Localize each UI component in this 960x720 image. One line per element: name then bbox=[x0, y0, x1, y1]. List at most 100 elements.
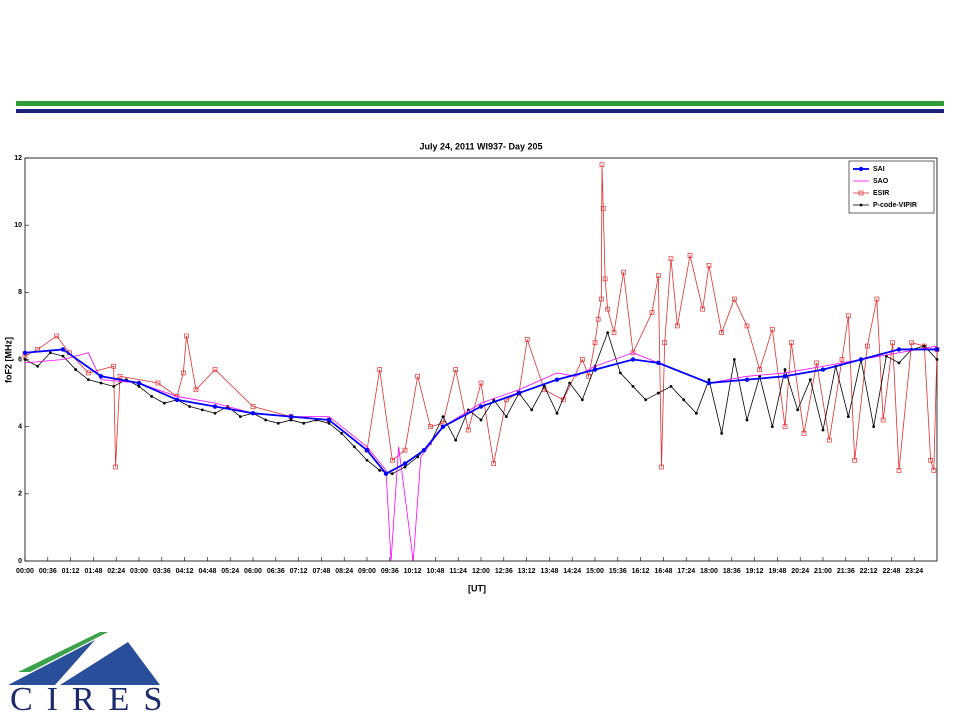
chart-title: July 24, 2011 WI937- Day 205 bbox=[419, 141, 542, 151]
x-tick-label: 16:48 bbox=[654, 568, 672, 575]
y-axis-label: foF2 [MHz] bbox=[3, 337, 13, 383]
point bbox=[378, 468, 382, 472]
point bbox=[491, 461, 497, 466]
plot-clip bbox=[22, 162, 940, 562]
point bbox=[896, 347, 902, 352]
point bbox=[592, 340, 598, 346]
x-tick-label: 19:12 bbox=[746, 568, 764, 575]
point bbox=[377, 367, 383, 372]
point bbox=[478, 404, 484, 409]
point bbox=[288, 414, 294, 419]
x-tick-label: 03:36 bbox=[153, 568, 171, 575]
x-tick-label: 00:36 bbox=[39, 568, 57, 575]
point bbox=[720, 431, 724, 435]
point bbox=[896, 467, 902, 473]
point bbox=[599, 162, 605, 168]
point bbox=[441, 415, 445, 418]
legend-label: P-code-VIPIR bbox=[873, 202, 917, 209]
point bbox=[427, 424, 433, 430]
point bbox=[935, 358, 939, 361]
point bbox=[516, 390, 522, 396]
point bbox=[23, 358, 27, 361]
point bbox=[928, 457, 934, 463]
x-tick-label: 00:00 bbox=[16, 568, 34, 575]
x-tick-label: 18:36 bbox=[723, 568, 741, 575]
point bbox=[621, 269, 626, 275]
point bbox=[340, 431, 344, 435]
y-tick-label: 0 bbox=[18, 558, 22, 565]
x-tick-label: 10:12 bbox=[404, 568, 422, 575]
point bbox=[922, 344, 926, 348]
point bbox=[390, 472, 394, 476]
point bbox=[554, 377, 560, 382]
point bbox=[783, 368, 787, 371]
point bbox=[479, 418, 483, 422]
point bbox=[579, 357, 585, 362]
x-tick-label: 03:00 bbox=[130, 568, 148, 575]
y-tick-label: 4 bbox=[18, 424, 22, 431]
point bbox=[801, 431, 807, 436]
point bbox=[580, 398, 584, 402]
point bbox=[656, 360, 661, 366]
point bbox=[782, 374, 788, 379]
point bbox=[618, 371, 622, 375]
point bbox=[788, 340, 794, 346]
point bbox=[890, 340, 896, 346]
point bbox=[931, 467, 937, 473]
point bbox=[706, 380, 712, 386]
y-tick-label: 12 bbox=[14, 155, 22, 162]
legend-label: SAO bbox=[873, 178, 889, 185]
point bbox=[99, 381, 103, 385]
point bbox=[719, 330, 725, 335]
point bbox=[326, 417, 332, 423]
point bbox=[22, 350, 28, 355]
point bbox=[212, 404, 218, 409]
point bbox=[630, 350, 636, 356]
point bbox=[649, 310, 655, 315]
point bbox=[212, 367, 218, 372]
point bbox=[48, 351, 52, 355]
point bbox=[85, 370, 91, 376]
point bbox=[568, 381, 572, 385]
point bbox=[839, 357, 845, 362]
point bbox=[162, 401, 166, 405]
x-tick-label: 02:24 bbox=[107, 568, 125, 575]
point bbox=[365, 458, 369, 462]
x-tick-label: 04:12 bbox=[176, 568, 194, 575]
point bbox=[542, 384, 546, 388]
point bbox=[644, 398, 648, 402]
point bbox=[61, 354, 65, 358]
point bbox=[706, 263, 712, 268]
x-tick-label: 07:48 bbox=[312, 568, 330, 575]
x-tick-label: 20:24 bbox=[791, 568, 809, 575]
point bbox=[403, 465, 407, 469]
point bbox=[631, 384, 635, 388]
point bbox=[595, 316, 601, 322]
point bbox=[98, 374, 104, 379]
point bbox=[744, 377, 750, 382]
point bbox=[662, 340, 668, 346]
point bbox=[602, 276, 608, 282]
point bbox=[897, 361, 901, 365]
point bbox=[592, 367, 598, 372]
point bbox=[674, 323, 680, 329]
point bbox=[782, 424, 788, 430]
point bbox=[669, 384, 673, 388]
x-tick-label: 06:36 bbox=[267, 568, 285, 575]
point bbox=[150, 395, 154, 398]
x-tick-label: 12:00 bbox=[472, 568, 490, 575]
point bbox=[707, 378, 711, 382]
x-tick-label: 22:12 bbox=[860, 568, 878, 575]
point bbox=[276, 421, 280, 425]
x-tick-label: 09:00 bbox=[358, 568, 376, 575]
point bbox=[808, 378, 812, 382]
point bbox=[606, 331, 610, 335]
point bbox=[846, 415, 850, 418]
point bbox=[36, 364, 40, 368]
point bbox=[238, 415, 242, 418]
logo-triangle bbox=[60, 642, 160, 685]
point bbox=[600, 206, 606, 211]
point bbox=[478, 380, 484, 386]
point bbox=[796, 408, 800, 412]
point bbox=[180, 370, 186, 376]
